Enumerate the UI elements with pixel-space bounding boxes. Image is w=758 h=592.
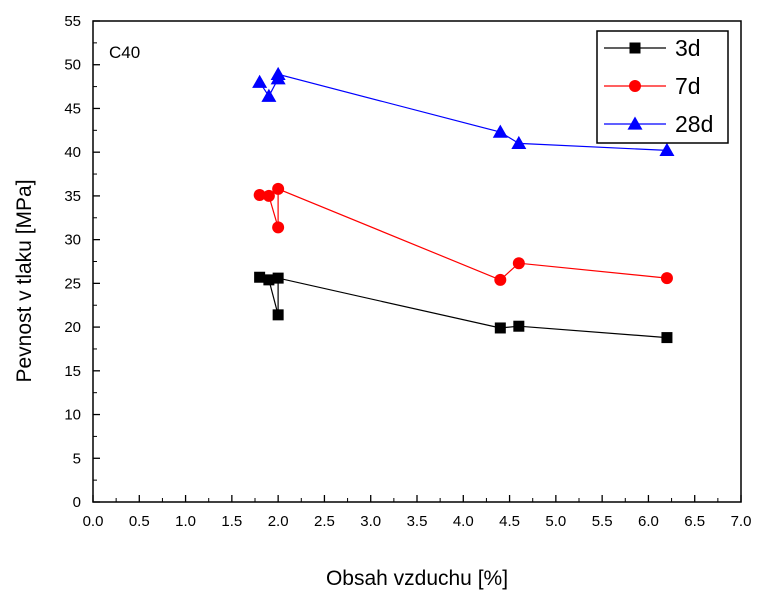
- data-point-28d: [511, 135, 527, 150]
- legend: 3d 7d 28d: [596, 30, 729, 144]
- y-axis-title: Pevnost v tlaku [MPa]: [13, 179, 36, 382]
- x-tick-label: 2.5: [314, 513, 335, 530]
- data-point-3d: [254, 271, 266, 283]
- data-point-3d: [263, 274, 275, 286]
- data-point-3d: [272, 309, 284, 321]
- legend-label-28d: 28d: [675, 111, 713, 137]
- data-point-7d: [272, 182, 285, 195]
- chart-annotation: C40: [109, 43, 140, 62]
- y-tick-label: 0: [73, 494, 81, 511]
- x-tick-label: 0.5: [129, 513, 150, 530]
- data-point-7d: [512, 257, 525, 270]
- data-point-3d: [513, 320, 525, 332]
- y-tick-label: 35: [64, 188, 81, 205]
- legend-label-7d: 7d: [675, 73, 701, 99]
- x-tick-label: 0.0: [83, 513, 104, 530]
- data-point-7d: [660, 272, 673, 285]
- y-tick-label: 30: [64, 232, 81, 249]
- x-tick-label: 6.0: [638, 513, 659, 530]
- x-tick-label: 3.5: [407, 513, 428, 530]
- x-tick-label: 3.0: [360, 513, 381, 530]
- y-tick-label: 10: [64, 407, 81, 424]
- legend-entry-3d: 3d: [604, 35, 701, 61]
- data-point-3d: [272, 272, 284, 284]
- x-tick-label: 5.5: [592, 513, 613, 530]
- axis-ticks: [92, 20, 742, 503]
- y-tick-label: 55: [64, 13, 81, 30]
- series-line-3d: [259, 276, 667, 339]
- y-tick-label: 15: [64, 363, 81, 380]
- legend-entry-7d: 7d: [604, 73, 701, 99]
- x-axis-title: Obsah vzduchu [%]: [326, 567, 508, 590]
- legend-entry-28d: 28d: [604, 111, 713, 137]
- x-tick-label: 4.5: [499, 513, 520, 530]
- data-point-7d: [262, 189, 275, 202]
- legend-marker-3d: [629, 42, 641, 54]
- x-tick-label: 1.5: [221, 513, 242, 530]
- data-point-28d: [659, 142, 675, 157]
- x-tick-label: 1.0: [175, 513, 196, 530]
- x-tick-label: 4.0: [453, 513, 474, 530]
- legend-marker-28d: [627, 116, 643, 130]
- data-point-28d: [252, 74, 268, 88]
- series-layer: [252, 66, 675, 344]
- series-7d: [253, 182, 673, 286]
- legend-marker-7d: [629, 80, 641, 92]
- legend-label-3d: 3d: [675, 35, 701, 61]
- y-tick-labels: 0 5 10 15 20 25 30 35 40 45 50 55: [64, 13, 81, 511]
- series-3d: [254, 271, 673, 344]
- y-tick-label: 50: [64, 57, 81, 74]
- data-point-3d: [661, 332, 673, 344]
- y-tick-label: 20: [64, 319, 81, 336]
- series-28d: [252, 66, 675, 157]
- data-point-28d: [270, 66, 286, 80]
- series-line-7d: [259, 188, 667, 281]
- y-tick-label: 45: [64, 100, 81, 117]
- y-tick-label: 5: [73, 450, 81, 467]
- x-tick-label: 6.5: [684, 513, 705, 530]
- x-tick-label: 7.0: [731, 513, 752, 530]
- y-tick-label: 40: [64, 144, 81, 161]
- data-point-28d: [261, 88, 277, 102]
- y-tick-label: 25: [64, 275, 81, 292]
- data-point-7d: [253, 189, 266, 202]
- x-tick-labels: 0.0 0.5 1.0 1.5 2.0 2.5 3.0 3.5 4.0 4.5 5.0 5.5 6.0 6…: [83, 513, 752, 530]
- data-point-7d: [272, 221, 285, 234]
- data-point-3d: [494, 322, 506, 334]
- data-point-7d: [494, 273, 507, 286]
- x-tick-label: 2.0: [268, 513, 289, 530]
- data-point-28d: [492, 124, 508, 138]
- x-tick-label: 5.0: [545, 513, 566, 530]
